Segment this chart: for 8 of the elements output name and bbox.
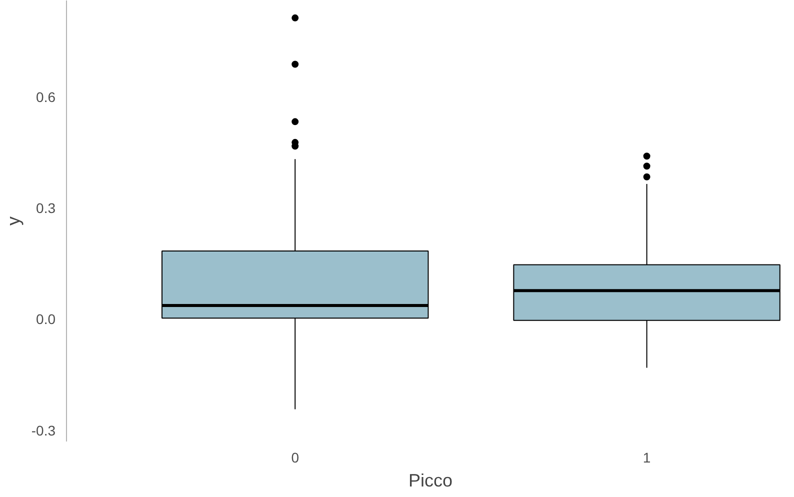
y-tick-label: 0.0 bbox=[36, 311, 56, 328]
x-tick-label: 0 bbox=[291, 450, 300, 466]
y-tick-label: -0.3 bbox=[31, 422, 56, 438]
y-axis-title: y bbox=[3, 216, 24, 226]
y-tick-label: 0.3 bbox=[36, 200, 56, 216]
y-tick-label: 0.6 bbox=[36, 88, 56, 105]
x-axis-title: Picco bbox=[408, 470, 453, 490]
x-tick-label: 1 bbox=[642, 450, 651, 466]
